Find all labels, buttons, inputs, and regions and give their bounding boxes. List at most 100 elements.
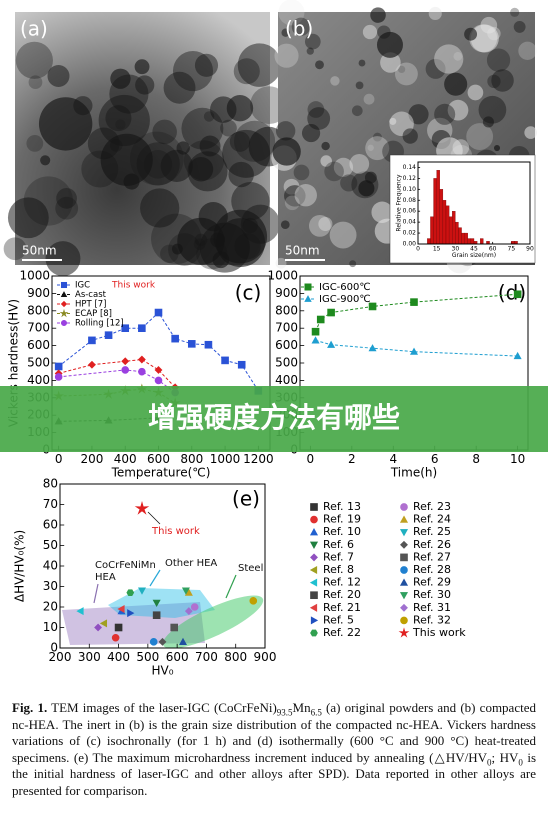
legend-label: IGC-900℃	[319, 294, 371, 305]
legend-label: Ref. 32	[413, 613, 451, 626]
grain	[351, 105, 363, 117]
legend-marker	[309, 565, 318, 575]
marker	[114, 623, 123, 632]
grain	[291, 17, 311, 36]
legend-marker	[309, 541, 319, 549]
particle	[100, 133, 153, 186]
legend-marker	[400, 503, 408, 511]
grain	[487, 26, 501, 41]
legend-label: Ref. 22	[323, 626, 361, 639]
grain	[524, 126, 537, 139]
legend-marker	[310, 553, 318, 562]
y-tick-label: 0.00	[403, 241, 417, 248]
marker	[513, 290, 522, 299]
particle	[229, 131, 251, 152]
x-tick-label: 15	[433, 245, 441, 252]
particle	[240, 204, 280, 244]
marker	[154, 366, 163, 374]
grain	[408, 104, 429, 125]
y-tick-label: 400	[275, 373, 298, 387]
particle	[98, 94, 150, 147]
marker	[111, 633, 120, 642]
marker	[99, 619, 108, 628]
marker	[88, 360, 96, 369]
caption: Fig. 1. TEM images of the laser-IGC (CoC…	[12, 700, 536, 800]
particle	[7, 197, 49, 239]
arrow	[149, 569, 161, 587]
grain	[278, 0, 305, 26]
grain	[402, 128, 418, 144]
grain	[397, 65, 406, 74]
x-tick-label: 45	[470, 245, 478, 252]
legend-marker	[310, 591, 318, 600]
grain	[478, 95, 507, 124]
marker	[138, 367, 146, 376]
y-tick-label: 700	[275, 321, 298, 335]
legend-label: Ref. 23	[413, 500, 451, 513]
plot-frame	[417, 161, 531, 245]
scale-bar-label: 50nm	[22, 244, 57, 258]
grain	[272, 137, 301, 166]
grain	[275, 121, 296, 141]
x-tick-label: 0	[55, 452, 63, 466]
marker	[410, 298, 418, 306]
particle	[110, 68, 131, 89]
particle	[203, 111, 215, 122]
grain	[370, 7, 386, 23]
marker	[137, 587, 147, 595]
y-tick-label: 50	[43, 538, 58, 552]
legend-marker	[399, 578, 409, 586]
particle	[134, 59, 150, 75]
grain	[280, 220, 290, 230]
grain	[324, 161, 344, 182]
grain	[304, 33, 321, 50]
bar	[461, 232, 465, 245]
y-tick-label: 0.04	[403, 219, 417, 226]
x-tick-label: 8	[472, 452, 480, 466]
y-tick-label: 900	[275, 286, 298, 300]
x-axis-title: Time(h)	[390, 465, 437, 479]
y-tick-label: 80	[43, 477, 58, 491]
legend-marker	[310, 515, 318, 524]
bar	[442, 200, 447, 245]
legend-label: Ref. 6	[323, 538, 354, 551]
particle	[199, 135, 221, 157]
grain	[349, 153, 370, 174]
grain	[486, 48, 511, 72]
marker	[190, 603, 199, 611]
marker	[138, 324, 146, 333]
bar	[430, 216, 434, 245]
grain	[434, 103, 456, 125]
panel-label: (c)	[235, 281, 262, 305]
legend-marker	[400, 540, 408, 549]
banner-background	[0, 386, 548, 452]
legend-marker	[399, 515, 409, 523]
y-tick-label: 500	[27, 356, 50, 370]
marker	[181, 587, 190, 595]
particle	[187, 151, 228, 192]
bar	[433, 178, 437, 245]
grain	[467, 84, 484, 101]
legend-label: IGC	[75, 281, 90, 291]
legend-marker	[60, 291, 68, 297]
caption-text: Mn	[292, 700, 311, 715]
particle	[40, 155, 51, 166]
particle	[28, 75, 43, 90]
marker	[121, 357, 130, 366]
marker	[76, 607, 84, 616]
legend-marker	[398, 627, 410, 638]
marker	[137, 355, 146, 364]
y-tick-label: 800	[275, 303, 298, 317]
x-tick-label: 400	[114, 452, 137, 466]
grain	[340, 174, 358, 192]
grain	[389, 111, 414, 137]
grain	[428, 6, 442, 21]
grain	[294, 184, 317, 207]
x-tick-label: 90	[526, 245, 534, 252]
grain	[363, 93, 375, 105]
legend-label: Ref. 21	[323, 601, 361, 614]
caption-sub: 0	[487, 757, 492, 768]
annotation: This work	[151, 526, 200, 537]
grain	[480, 16, 498, 34]
grain	[372, 132, 382, 142]
